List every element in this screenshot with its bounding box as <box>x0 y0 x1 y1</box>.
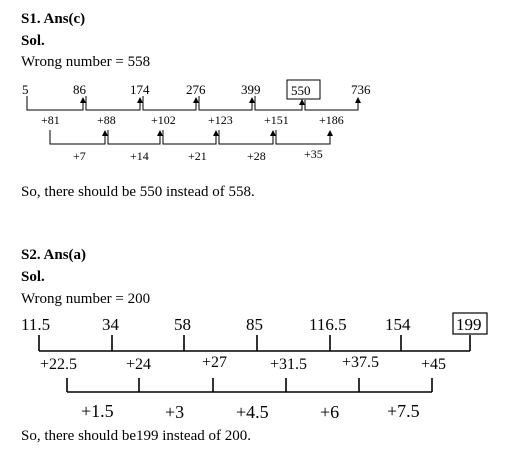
s2-second-diff-bracket <box>66 378 433 393</box>
s2-highlight-box <box>452 312 488 335</box>
s2-term: 85 <box>246 315 263 334</box>
s2-wrong-number: Wrong number = 200 <box>21 291 151 307</box>
s1-highlight-box <box>286 79 321 100</box>
s2-first-diff: +27 <box>202 354 228 371</box>
s2-second-diff: +4.5 <box>236 402 269 422</box>
s2-first-diff: +37.5 <box>342 354 380 371</box>
s2-term: 11.5 <box>21 315 51 334</box>
s2-first-diff: +24 <box>126 356 152 373</box>
s1-first-diff: +81 <box>41 113 60 127</box>
s2-conclusion: So, there should be199 instead of 200. <box>21 428 251 444</box>
s1-term: 736 <box>351 82 371 97</box>
s2-boxed-term: 199 <box>456 315 482 334</box>
s2-heading: S2. Ans(a) <box>21 247 87 263</box>
s1-second-diff: +28 <box>247 149 266 163</box>
s1-first-diff: +123 <box>208 113 233 127</box>
s1-term: 174 <box>130 82 150 97</box>
s2-term: 154 <box>385 315 411 334</box>
s1-term: 399 <box>241 82 261 97</box>
s2-second-diff: +3 <box>165 402 185 422</box>
s1-first-diff-brackets <box>26 96 361 111</box>
s1-first-diff: +88 <box>97 113 116 127</box>
s2-sol-label: Sol. <box>21 269 45 285</box>
s1-conclusion: So, there should be 550 instead of 558. <box>21 184 255 200</box>
s1-term: 5 <box>22 82 29 97</box>
s1-first-diff: +102 <box>151 113 176 127</box>
s1-boxed-term: 550 <box>291 83 311 98</box>
s1-wrong-number: Wrong number = 558 <box>21 54 151 70</box>
s1-heading: S1. Ans(c) <box>21 11 86 27</box>
s1-second-diff: +21 <box>188 149 207 163</box>
s1-second-diff: +14 <box>130 149 149 163</box>
s2-first-diff-bracket <box>38 335 471 352</box>
s1-second-diff-brackets <box>49 130 333 145</box>
s1-first-diff: +151 <box>264 113 289 127</box>
s1-term: 276 <box>186 82 206 97</box>
s2-term: 116.5 <box>309 315 347 334</box>
s2-first-diff: +45 <box>421 356 447 373</box>
s1-term: 86 <box>73 82 86 97</box>
s1-sol-label: Sol. <box>21 33 45 49</box>
s2-first-diff: +22.5 <box>40 356 78 373</box>
s2-second-diff: +7.5 <box>387 401 420 421</box>
s2-first-diff: +31.5 <box>270 356 308 373</box>
s1-second-diff: +35 <box>304 147 323 161</box>
s2-second-diff: +1.5 <box>81 401 114 421</box>
s2-term: 34 <box>102 315 119 334</box>
s1-second-diff: +7 <box>73 149 86 163</box>
s2-second-diff: +6 <box>320 402 340 422</box>
s1-first-diff: +186 <box>319 113 344 127</box>
s2-term: 58 <box>174 315 191 334</box>
